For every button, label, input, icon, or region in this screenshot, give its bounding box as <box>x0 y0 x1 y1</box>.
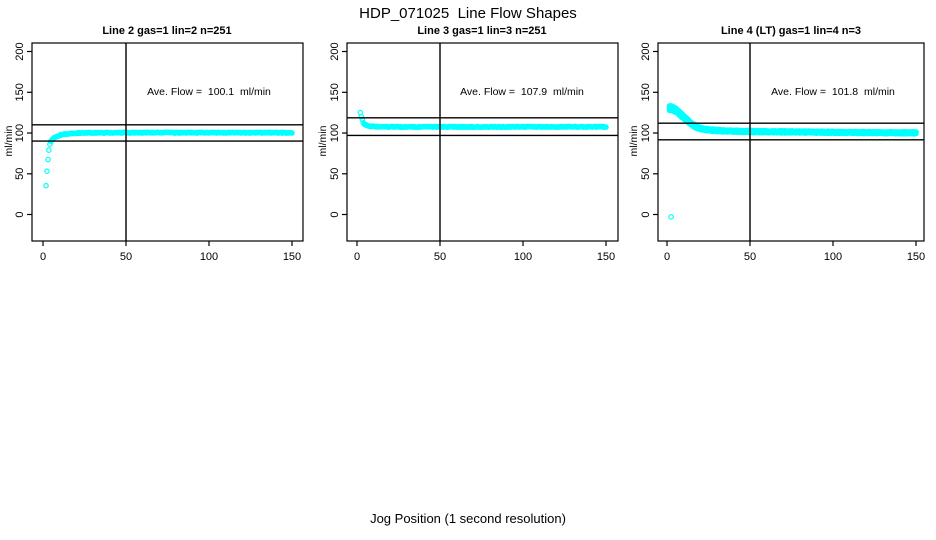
panel-1-title: Line 2 gas=1 lin=2 n=251 <box>102 25 232 37</box>
y-tick-label: 50 <box>14 168 26 180</box>
panel-2-title: Line 3 gas=1 lin=3 n=251 <box>417 25 547 37</box>
y-tick-label: 150 <box>14 83 26 101</box>
panel-3-y-axis-label: ml/min <box>628 125 640 157</box>
panel-3-box <box>657 42 925 242</box>
panel-2-box <box>346 42 619 242</box>
x-tick-label: 150 <box>283 251 301 263</box>
y-tick-label: 50 <box>640 168 652 180</box>
x-tick-label: 0 <box>664 251 670 263</box>
y-tick-label: 100 <box>640 124 652 142</box>
y-tick-label: 0 <box>329 211 341 217</box>
x-tick-label: 0 <box>40 251 46 263</box>
x-tick-label: 0 <box>354 251 360 263</box>
y-tick-label: 200 <box>329 42 341 60</box>
panel-1-y-axis-label: ml/min <box>3 125 15 157</box>
main-title: HDP_071025 Line Flow Shapes <box>359 5 577 22</box>
panel-3-title: Line 4 (LT) gas=1 lin=4 n=3 <box>720 25 862 37</box>
panel-2-y-axis-label: ml/min <box>317 125 329 157</box>
x-tick-label: 150 <box>907 251 925 263</box>
outlier-point <box>668 214 674 220</box>
panel-1-box <box>31 42 304 242</box>
y-tick-label: 150 <box>329 83 341 101</box>
x-tick-label: 50 <box>744 251 756 263</box>
x-tick-label: 50 <box>434 251 446 263</box>
panel-1-ave-flow-annotation: Ave. Flow = 100.1 ml/min <box>147 86 271 98</box>
y-tick-label: 100 <box>14 124 26 142</box>
x-tick-label: 100 <box>200 251 218 263</box>
panel-2-ave-flow-annotation: Ave. Flow = 107.9 ml/min <box>460 86 584 98</box>
y-tick-label: 0 <box>640 211 652 217</box>
y-tick-label: 50 <box>329 168 341 180</box>
panel-3-ave-flow-annotation: Ave. Flow = 101.8 ml/min <box>771 86 895 98</box>
panel-1-data-points <box>43 129 295 189</box>
panel-3-data-points <box>666 103 919 220</box>
x-tick-label: 100 <box>514 251 532 263</box>
panel-2-data-points <box>357 109 609 131</box>
x-tick-label: 50 <box>120 251 132 263</box>
y-tick-label: 100 <box>329 124 341 142</box>
x-axis-label: Jog Position (1 second resolution) <box>370 511 566 526</box>
x-tick-label: 100 <box>824 251 842 263</box>
y-tick-label: 200 <box>14 42 26 60</box>
y-tick-label: 150 <box>640 83 652 101</box>
x-tick-label: 150 <box>597 251 615 263</box>
y-tick-label: 0 <box>14 211 26 217</box>
y-tick-label: 200 <box>640 42 652 60</box>
